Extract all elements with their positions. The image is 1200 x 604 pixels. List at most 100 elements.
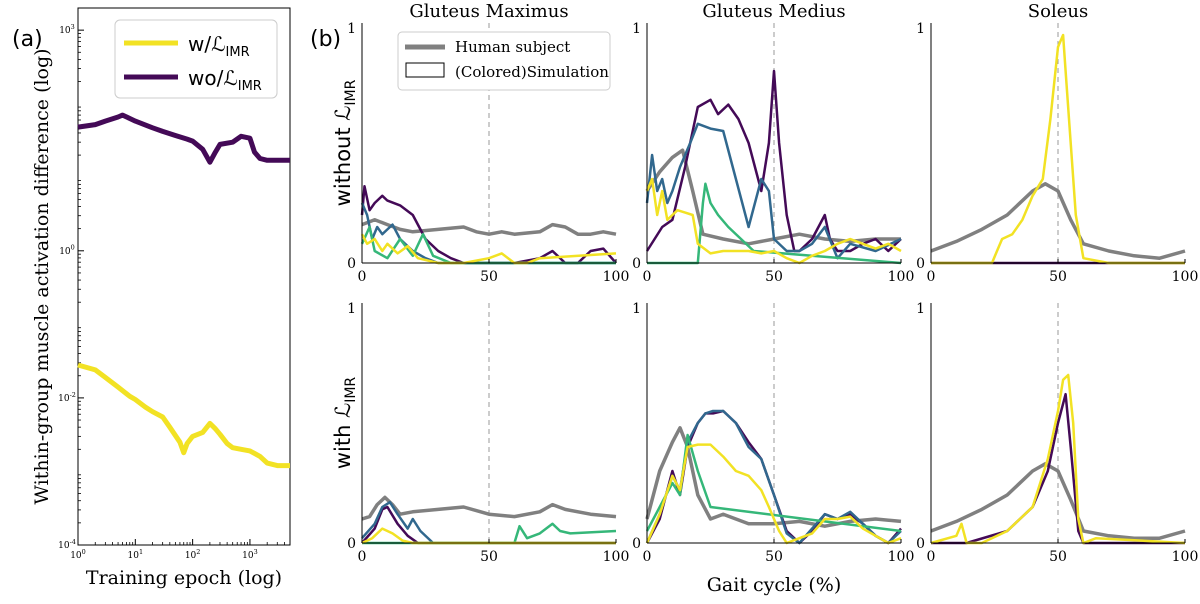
panel-label-a: (a) (12, 27, 43, 52)
y-tick-label-0-base: 10 (58, 541, 70, 551)
series-human (361, 495, 617, 521)
legend-a-name: w/ (188, 32, 211, 56)
series-s2 (361, 500, 616, 545)
series-human (930, 182, 1186, 260)
panel-label-b: (b) (310, 27, 341, 52)
x-tick-label-1: 50 (480, 269, 498, 285)
x-tick-label-0: 0 (358, 269, 367, 285)
legend-b-human-label: Human subject (455, 38, 570, 56)
series-s4 (930, 373, 1186, 545)
series-s4 (645, 177, 902, 265)
y-tick-label-1: 1 (916, 21, 925, 37)
x-tick-label-3-base: 10 (242, 551, 254, 561)
x-tick-label-1-exp: 1 (139, 548, 143, 556)
legend-a-name: wo/ (188, 66, 224, 90)
y-axis-label: Within-group muscle activation differenc… (31, 48, 53, 504)
legend-a-symbol: ℒ (211, 32, 225, 56)
y-tick-label-1: 1 (632, 301, 641, 317)
x-tick-label-1: 50 (765, 549, 783, 565)
series-s2 (645, 122, 902, 260)
x-tick-label-2: 100 (888, 269, 915, 285)
y-tick-label-1: 10-2 (58, 391, 76, 404)
x-tick-label-2: 100 (1172, 269, 1199, 285)
series-s4 (931, 33, 1185, 265)
legend-b-box (397, 31, 611, 91)
legend-a-symbol: ℒ (223, 66, 237, 90)
y-tick-label-0: 0 (347, 256, 356, 272)
y-tick-label-0: 0 (632, 256, 641, 272)
y-tick-label-0: 0 (916, 536, 925, 552)
y-tick-label-1: 1 (632, 21, 641, 37)
x-tick-label-0: 0 (643, 549, 652, 565)
y-tick-label-0: 0 (347, 536, 356, 552)
subplot-r1c2: 0 1 0 50 100 (916, 301, 1198, 565)
y-tick-label-1: 1 (347, 21, 356, 37)
x-tick-label-2: 100 (603, 549, 630, 565)
x-tick-label-1: 101 (128, 548, 144, 561)
x-tick-label-0: 0 (927, 269, 936, 285)
x-tick-label-1: 50 (480, 549, 498, 565)
y-tick-label-3-exp: 3 (71, 23, 75, 31)
series-s3 (362, 522, 617, 545)
row-label-1: with ℒIMR (331, 377, 359, 470)
row-label-prefix: with (331, 418, 355, 469)
y-tick-label-0-exp: -4 (70, 538, 76, 546)
legend-a-subscript: IMR (238, 79, 262, 94)
x-tick-label-1: 50 (1049, 549, 1067, 565)
x-tick-label-0: 0 (927, 549, 936, 565)
row-label-subscript: IMR (343, 79, 359, 105)
x-tick-label-3: 103 (242, 548, 258, 561)
series-s3 (647, 182, 902, 265)
series-human (361, 218, 617, 236)
legend-b-sim-swatch (405, 62, 445, 78)
subplot-r1c0: 0 1 0 50 100 (347, 301, 629, 565)
x-tick-label-2-exp: 2 (196, 548, 200, 556)
legend-b-sim-label: (Colored)Simulation (455, 63, 609, 81)
x-tick-label-1: 50 (1049, 269, 1067, 285)
y-tick-label-0: 10-4 (58, 538, 76, 551)
series-line-1 (77, 112, 290, 165)
y-tick-label-0: 0 (916, 256, 925, 272)
series-human (930, 462, 1186, 540)
series-s1 (931, 392, 1185, 545)
row-label-symbol: ℒ (331, 106, 355, 121)
row-label-prefix: without (331, 121, 355, 207)
subplot-r0c0: 0 1 0 50 100 (347, 21, 629, 285)
y-tick-label-1-base: 10 (58, 394, 70, 404)
y-tick-label-1: 1 (347, 301, 356, 317)
y-tick-label-2: 100 (59, 244, 75, 257)
x-tick-label-0-exp: 0 (82, 548, 86, 556)
y-tick-label-0: 0 (632, 536, 641, 552)
x-tick-label-1: 50 (765, 269, 783, 285)
y-tick-label-3: 103 (59, 23, 75, 36)
legend-a-label-0: w/ℒIMR (188, 32, 250, 60)
x-tick-label-2: 100 (603, 269, 630, 285)
y-tick-label-3-base: 10 (59, 26, 71, 36)
y-tick-label-1: 1 (916, 301, 925, 317)
subplot-r1c1: 0 1 0 50 100 (632, 301, 914, 565)
x-axis-label: Training epoch (log) (86, 567, 282, 589)
row-label-subscript: IMR (343, 377, 359, 403)
x-tick-label-2: 100 (888, 549, 915, 565)
series-line-0 (77, 362, 290, 469)
legend-a-label-1: wo/ℒIMR (188, 66, 262, 94)
legend-a-subscript: IMR (226, 45, 250, 60)
column-title-2: Soleus (1028, 1, 1088, 22)
legend-b: Human subject (Colored)Simulation (397, 31, 611, 91)
subplot-r0c1: 0 1 0 50 100 (632, 21, 914, 285)
x-tick-label-0: 100 (70, 548, 86, 561)
x-tick-label-1-base: 10 (128, 551, 140, 561)
row-label-0: without ℒIMR (331, 79, 359, 206)
y-tick-label-1-exp: -2 (70, 391, 76, 399)
x-tick-label-3-exp: 3 (254, 548, 258, 556)
x-tick-label-0-base: 10 (70, 551, 82, 561)
panel-b: Gluteus Maximus Gluteus Medius Soleus witho… (331, 1, 1198, 596)
x-axis-label-b: Gait cycle (%) (707, 574, 842, 596)
x-tick-label-0: 0 (643, 269, 652, 285)
y-tick-label-2-base: 10 (59, 247, 71, 257)
